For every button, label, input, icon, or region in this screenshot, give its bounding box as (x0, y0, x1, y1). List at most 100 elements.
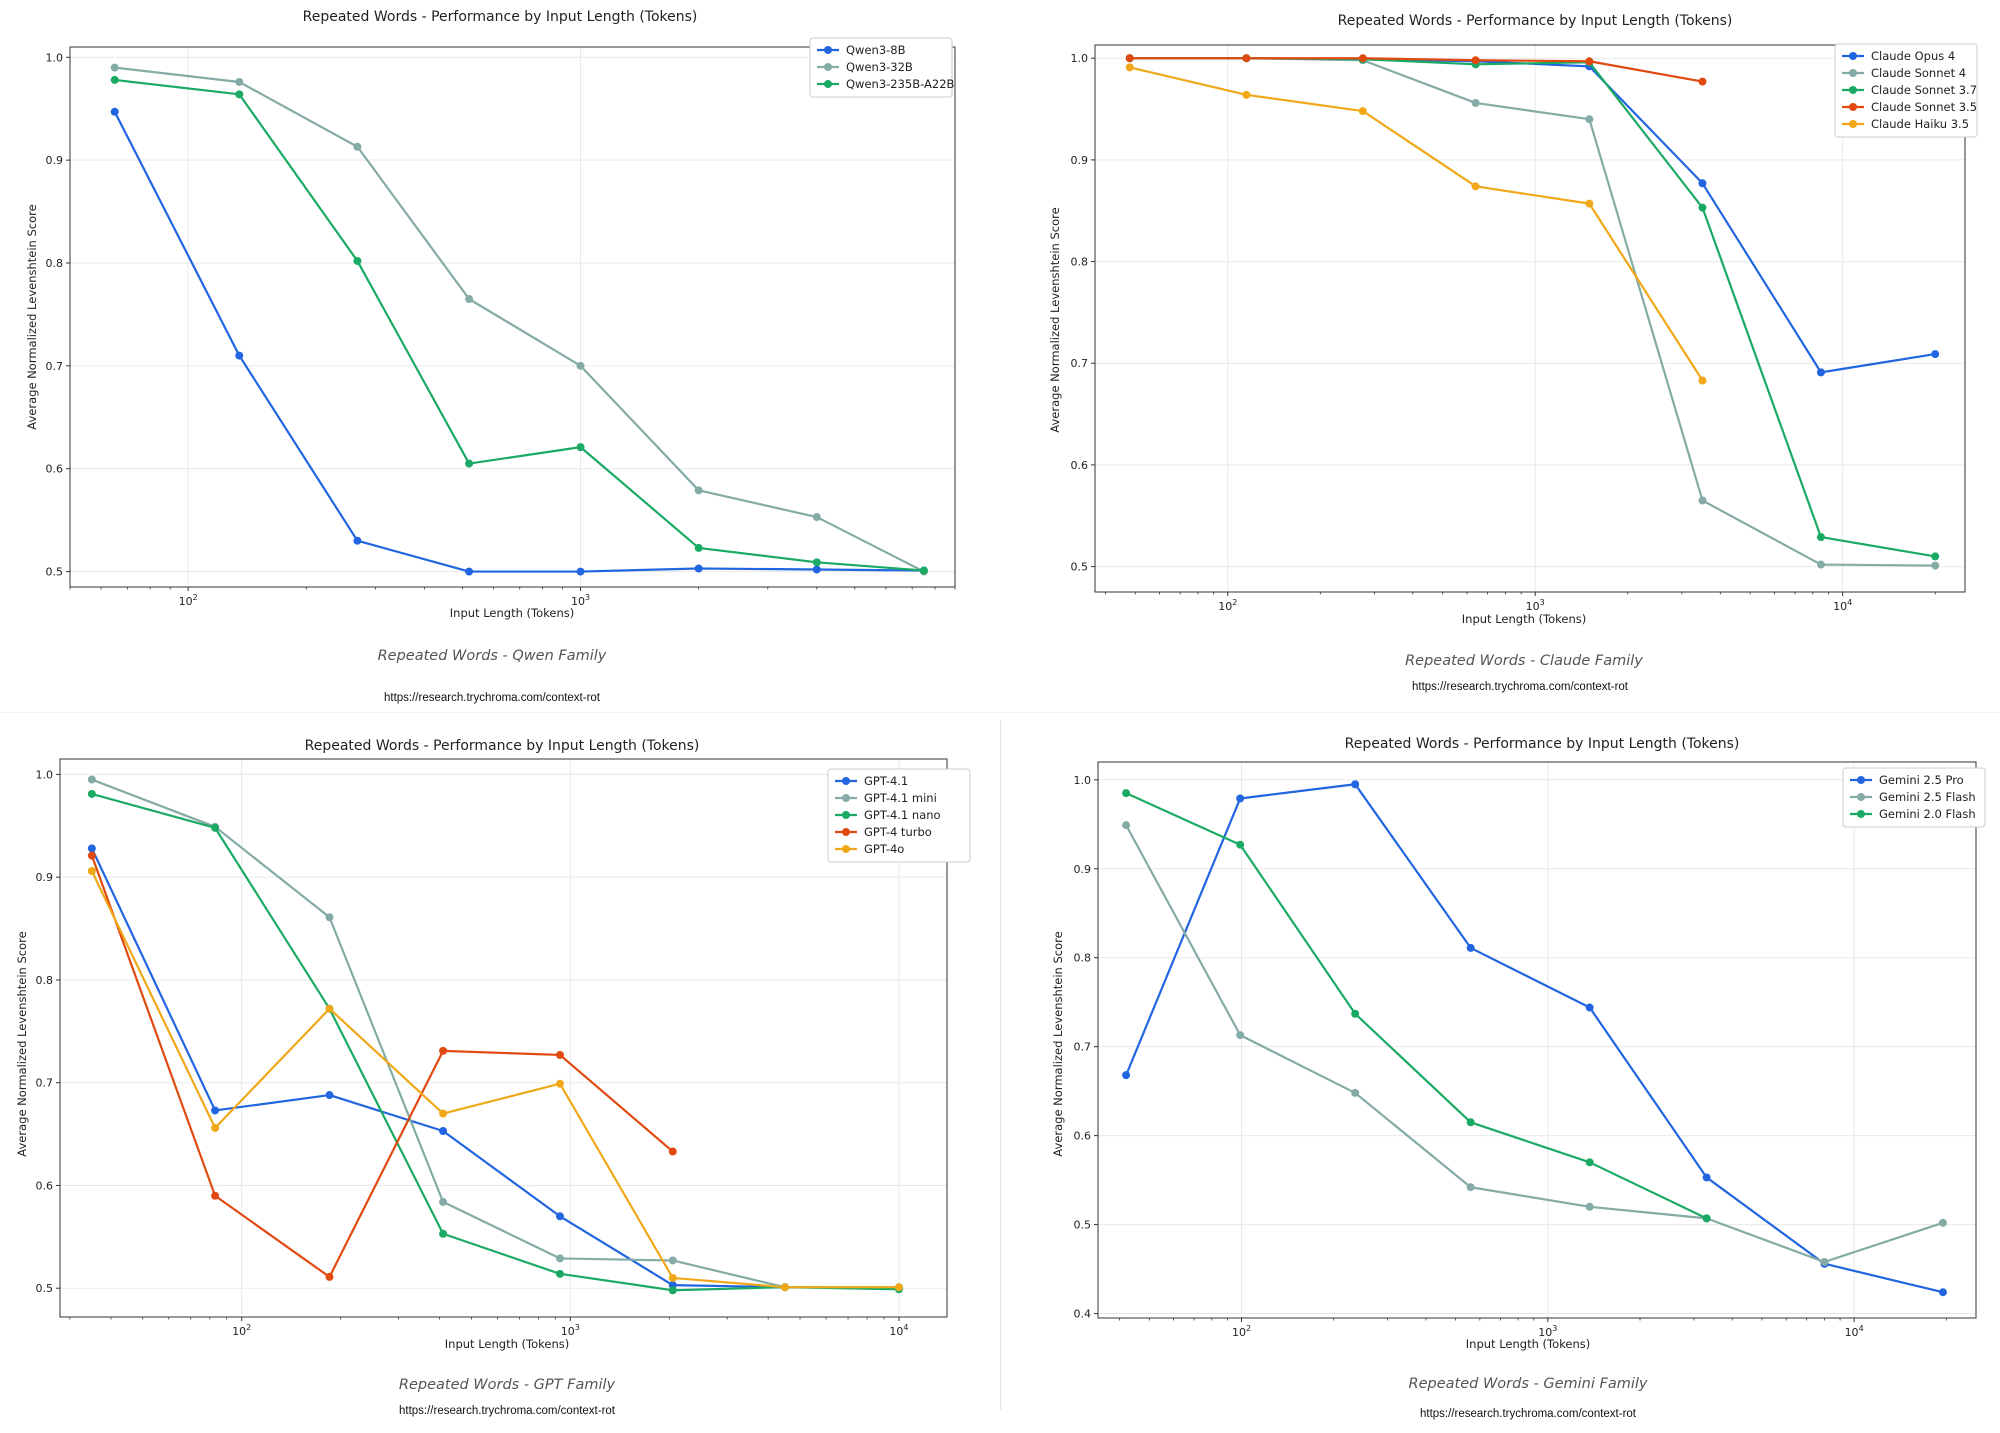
data-point (353, 142, 362, 151)
data-point (1358, 54, 1367, 63)
data-point (1125, 63, 1134, 72)
data-point (1585, 57, 1594, 66)
data-point (1585, 199, 1594, 208)
y-tick-label: 0.8 (1071, 256, 1089, 269)
legend-swatch-marker (1849, 52, 1857, 60)
y-tick-label: 1.0 (36, 768, 54, 781)
x-axis-label: Input Length (Tokens) (450, 606, 574, 620)
series-line-gpt-4-turbo (90, 855, 674, 1279)
y-tick-label: 0.8 (46, 257, 64, 270)
x-tick-exponent: 2 (1232, 598, 1237, 607)
data-point (694, 543, 703, 552)
series-line-qwen3-235b-a22b (114, 78, 925, 572)
legend-label: GPT-4 turbo (864, 825, 932, 839)
chart-caption: Repeated Words - Gemini Family (1409, 1376, 1648, 1392)
data-point (555, 1079, 564, 1088)
y-tick-label: 0.7 (46, 360, 64, 373)
data-point (1236, 840, 1245, 849)
series-line-gpt-4-1 (90, 847, 899, 1290)
x-tick-exponent: 4 (903, 1323, 908, 1332)
x-tick-base: 10 (571, 595, 585, 608)
y-tick-label: 0.7 (36, 1077, 54, 1090)
qwen-chart-panel: 0.5 0.6 0.7 0.8 0.9 1.0 102 103 Repeated Words -… (0, 0, 1000, 716)
data-point (1698, 496, 1707, 505)
series-line-gemini-2-0-flash (1125, 792, 1708, 1220)
data-point (1466, 1183, 1475, 1192)
legend-swatch-marker (1849, 86, 1857, 94)
y-tick-label: 0.7 (1071, 357, 1089, 370)
horizontal-divider (0, 712, 2000, 713)
legend-swatch-marker (842, 794, 850, 802)
x-tick-label: 102 (1218, 598, 1237, 613)
data-point (465, 459, 474, 468)
x-tick-base: 10 (1833, 600, 1847, 613)
data-point (353, 256, 362, 265)
data-point (235, 351, 244, 360)
data-point (439, 1197, 448, 1206)
x-tick-base: 10 (232, 1325, 246, 1338)
data-point (1122, 821, 1131, 830)
y-tick-label: 0.6 (1074, 1130, 1092, 1143)
data-point (668, 1256, 677, 1265)
source-url: https://research.trychroma.com/context-r… (384, 692, 601, 704)
chart-caption: Repeated Words - GPT Family (399, 1377, 616, 1393)
data-point (325, 1272, 334, 1281)
data-point (439, 1046, 448, 1055)
legend-label: Claude Haiku 3.5 (1871, 117, 1969, 131)
data-point (812, 558, 821, 567)
x-axis-label: Input Length (Tokens) (445, 1337, 569, 1351)
data-point (1351, 1088, 1360, 1097)
data-point (812, 565, 821, 574)
data-point (694, 564, 703, 573)
series-line-claude-sonnet-3-5 (1129, 57, 1703, 83)
y-axis-label: Average Normalized Levenshtein Score (1048, 207, 1062, 432)
data-point (1358, 107, 1367, 116)
data-point (87, 867, 96, 876)
y-tick-label: 0.5 (1074, 1219, 1092, 1232)
legend: Claude Opus 4 Claude Sonnet 4 Claude Sonne… (1834, 43, 1978, 138)
data-point (439, 1109, 448, 1118)
data-point (668, 1147, 677, 1156)
legend-swatch-marker (842, 777, 850, 785)
legend-label: GPT-4o (864, 842, 904, 856)
data-point (1122, 789, 1131, 798)
series-line-gpt-4-1-nano (91, 792, 899, 1292)
legend-box (809, 37, 953, 98)
legend-swatch-marker (824, 63, 832, 71)
data-point (325, 1091, 334, 1100)
chart-title: Repeated Words - Performance by Input Le… (1338, 13, 1733, 29)
data-point (87, 844, 96, 853)
chart-caption: Repeated Words - Qwen Family (378, 648, 607, 664)
series-line-gpt-4o (90, 870, 899, 1289)
legend: Gemini 2.5 Pro Gemini 2.5 Flash Gemini 2.0… (1842, 767, 1986, 828)
legend-label: Claude Opus 4 (1871, 49, 1955, 63)
data-point (555, 1269, 564, 1278)
x-tick-exponent: 3 (1552, 1324, 1557, 1333)
data-point (576, 567, 585, 576)
legend-swatch-marker (824, 46, 832, 54)
legend-swatch-marker (842, 845, 850, 853)
x-tick-base: 10 (561, 1325, 575, 1338)
data-point (1931, 350, 1940, 359)
data-point (87, 789, 96, 798)
data-point (211, 1106, 220, 1115)
x-tick-label: 104 (1833, 598, 1852, 613)
data-point (110, 75, 119, 84)
x-tick-base: 10 (179, 595, 193, 608)
data-point (1702, 1214, 1711, 1223)
y-tick-label: 0.9 (46, 154, 64, 167)
x-tick-label: 102 (1232, 1324, 1251, 1339)
x-axis-label: Input Length (Tokens) (1462, 612, 1586, 626)
series-line-claude-opus-4 (1129, 57, 1936, 374)
data-point (1471, 56, 1480, 65)
legend-swatch-marker (1849, 120, 1857, 128)
y-axis-label: Average Normalized Levenshtein Score (1051, 931, 1065, 1156)
series-line-qwen3-32b (114, 66, 925, 573)
series-line-claude-sonnet-4 (1129, 57, 1936, 567)
legend: GPT-4.1 GPT-4.1 mini GPT-4.1 nano GPT-4 tur… (827, 768, 971, 863)
data-point (576, 443, 585, 452)
legend-label: Qwen3-235B-A22B (846, 77, 955, 91)
series-line-gpt-4-1-mini (91, 778, 899, 1289)
plot-frame (1097, 761, 1977, 1319)
